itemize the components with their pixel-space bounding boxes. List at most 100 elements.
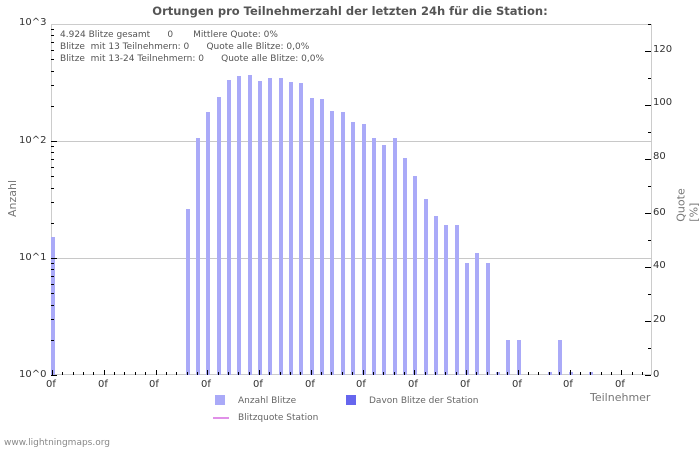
bar	[330, 111, 335, 375]
left-tick-label: 10^1	[19, 252, 47, 263]
bar	[475, 253, 480, 375]
left-tick	[51, 146, 54, 148]
right-tick-label: 80	[653, 151, 666, 162]
x-axis-title: Teilnehmer	[590, 391, 651, 404]
footer-credit: www.lightningmaps.org	[4, 438, 110, 448]
x-tick	[579, 372, 581, 375]
legend-label-station: Davon Blitze der Station	[369, 396, 479, 406]
right-tick-label: 100	[653, 97, 673, 108]
right-tick	[645, 213, 651, 214]
bar	[206, 111, 211, 375]
x-tick	[445, 372, 447, 375]
x-tick	[466, 370, 467, 375]
right-tick-label: 0	[653, 369, 660, 380]
left-tick	[51, 141, 57, 142]
x-tick	[455, 372, 457, 375]
x-tick	[507, 372, 509, 375]
left-tick-label: 10^0	[19, 369, 47, 380]
bar	[371, 137, 376, 375]
x-tick	[300, 372, 302, 375]
bar	[226, 80, 231, 375]
x-tick	[62, 372, 64, 375]
bar	[485, 263, 490, 375]
bar	[185, 209, 190, 375]
x-tick-label: 0f	[563, 379, 573, 390]
right-tick	[648, 348, 651, 349]
x-tick	[372, 372, 374, 375]
right-tick-label: 40	[653, 260, 666, 271]
x-tick	[217, 372, 219, 375]
x-tick-label: 0f	[98, 379, 108, 390]
left-tick	[51, 85, 54, 87]
left-tick	[51, 159, 54, 161]
bar	[444, 225, 449, 375]
right-tick	[645, 267, 651, 268]
x-tick	[145, 372, 147, 375]
left-tick	[51, 319, 54, 321]
bar	[51, 237, 55, 375]
bar	[216, 96, 221, 375]
left-tick	[51, 202, 54, 204]
left-tick-label: 10^3	[19, 17, 47, 28]
x-tick	[383, 372, 385, 375]
left-tick	[51, 258, 57, 259]
bar	[547, 372, 552, 375]
x-tick	[621, 370, 623, 375]
right-tick	[648, 186, 651, 187]
legend-swatch-anzahl	[215, 395, 225, 405]
bar	[558, 339, 563, 375]
bar	[351, 122, 356, 375]
bar	[278, 78, 283, 375]
left-tick	[51, 222, 54, 224]
x-tick	[352, 372, 354, 375]
left-tick	[51, 269, 54, 271]
legend-label-anzahl: Anzahl Blitze	[238, 396, 297, 406]
info-line-3: Blitze mit 13-24 Teilnehmern: 0 Quote al…	[60, 54, 325, 64]
left-axis-title: Anzahl	[6, 179, 20, 218]
right-tick	[645, 375, 651, 376]
info-line-2: Blitze mit 13 Teilnehmern: 0 Quote alle …	[60, 42, 310, 52]
bar	[340, 111, 345, 375]
x-tick	[196, 372, 198, 375]
bar	[309, 97, 314, 375]
right-tick	[648, 240, 651, 241]
x-tick	[517, 370, 519, 375]
bar	[361, 123, 366, 375]
right-tick	[648, 24, 651, 25]
x-tick	[93, 372, 95, 375]
left-tick	[51, 29, 54, 31]
right-tick	[645, 159, 651, 160]
x-tick	[600, 372, 602, 375]
x-tick-label: 0f	[356, 379, 366, 390]
right-tick	[645, 105, 651, 106]
x-tick	[176, 372, 178, 375]
x-tick-label: 0f	[305, 379, 315, 390]
x-tick-label: 0f	[615, 379, 625, 390]
info-line-1: 4.924 Blitze gesamt 0 Mittlere Quote: 0%	[60, 30, 278, 40]
x-tick-label: 0f	[460, 379, 470, 390]
legend-line-quote	[213, 417, 229, 419]
bar	[454, 225, 459, 375]
left-tick	[51, 276, 54, 278]
bar	[320, 98, 325, 375]
left-tick	[51, 176, 54, 178]
x-tick	[641, 372, 643, 375]
left-tick	[51, 263, 54, 265]
left-tick	[51, 70, 54, 72]
bar	[237, 75, 242, 375]
x-tick	[486, 372, 488, 375]
x-tick	[186, 372, 188, 375]
x-tick	[476, 372, 478, 375]
right-tick-label: 20	[653, 314, 666, 325]
x-tick	[207, 370, 209, 375]
bar	[496, 372, 501, 375]
x-tick	[341, 372, 343, 375]
bar	[289, 81, 294, 375]
left-tick	[51, 152, 54, 154]
bar	[392, 137, 397, 375]
x-tick	[434, 372, 436, 375]
x-tick	[414, 370, 416, 375]
left-tick	[51, 375, 57, 376]
bar	[413, 176, 418, 375]
bar	[299, 82, 304, 375]
